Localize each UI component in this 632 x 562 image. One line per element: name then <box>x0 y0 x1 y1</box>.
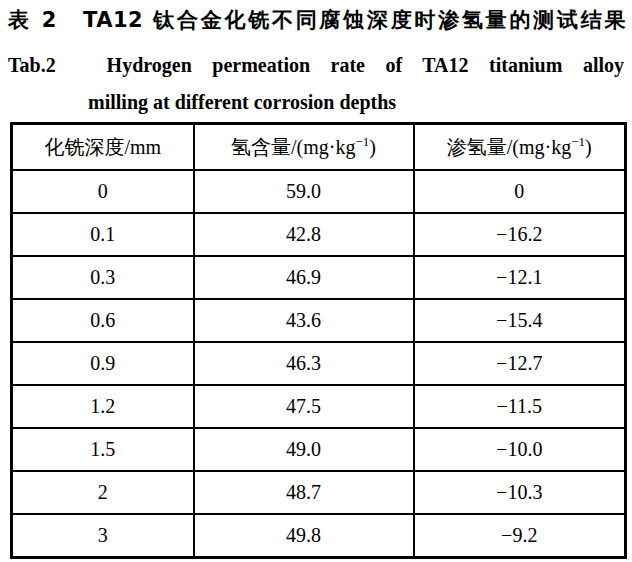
table-cell: 0 <box>12 170 194 213</box>
table-row: 0.1 42.8 −16.2 <box>12 213 626 256</box>
table-cell: 48.7 <box>194 471 414 514</box>
table-cell: 2 <box>12 471 194 514</box>
table-cell: 49.8 <box>194 514 414 558</box>
column-header-hydrogen-content: 氢含量/(mg·kg−1) <box>194 124 414 171</box>
table-cell: −15.4 <box>414 299 626 342</box>
table-row: 0.3 46.9 −12.1 <box>12 256 626 299</box>
table-row: 3 49.8 −9.2 <box>12 514 626 558</box>
table-cell: 59.0 <box>194 170 414 213</box>
table-row: 0.6 43.6 −15.4 <box>12 299 626 342</box>
paper-table-page: 表 2 TA12 钛合金化铣不同腐蚀深度时渗氢量的测试结果 Tab.2 Hydr… <box>0 0 632 562</box>
table-cell: 49.0 <box>194 428 414 471</box>
table-cell: 42.8 <box>194 213 414 256</box>
table-row: 0.9 46.3 −12.7 <box>12 342 626 385</box>
table-cell: −10.0 <box>414 428 626 471</box>
column-header-permeation: 渗氢量/(mg·kg−1) <box>414 124 626 171</box>
header-superscript: −1 <box>571 134 585 149</box>
table-row: 2 48.7 −10.3 <box>12 471 626 514</box>
header-text: ) <box>585 136 592 158</box>
table-cell: 3 <box>12 514 194 558</box>
table-cell: −11.5 <box>414 385 626 428</box>
table-cell: −9.2 <box>414 514 626 558</box>
table-cell: 46.9 <box>194 256 414 299</box>
table-cell: 43.6 <box>194 299 414 342</box>
table-caption-chinese: 表 2 TA12 钛合金化铣不同腐蚀深度时渗氢量的测试结果 <box>8 5 626 35</box>
table-cell: −12.7 <box>414 342 626 385</box>
table-cell: −10.3 <box>414 471 626 514</box>
table-cell: −16.2 <box>414 213 626 256</box>
data-table: 化铣深度/mm 氢含量/(mg·kg−1) 渗氢量/(mg·kg−1) 0 59… <box>10 122 627 559</box>
table-cell: 1.2 <box>12 385 194 428</box>
table-cell: 0 <box>414 170 626 213</box>
table-cell: −12.1 <box>414 256 626 299</box>
column-header-depth: 化铣深度/mm <box>12 124 194 171</box>
header-text: 化铣深度/mm <box>44 136 161 158</box>
table-row: 1.5 49.0 −10.0 <box>12 428 626 471</box>
table-cell: 47.5 <box>194 385 414 428</box>
table-header-row: 化铣深度/mm 氢含量/(mg·kg−1) 渗氢量/(mg·kg−1) <box>12 124 626 171</box>
table-cell: 1.5 <box>12 428 194 471</box>
table-cell: 0.3 <box>12 256 194 299</box>
header-superscript: −1 <box>355 134 369 149</box>
table-row: 0 59.0 0 <box>12 170 626 213</box>
header-text: 渗氢量/(mg·kg <box>447 136 571 158</box>
table-cell: 0.1 <box>12 213 194 256</box>
table-caption-english-line1: Tab.2 Hydrogen permeation rate of TA12 t… <box>8 52 624 78</box>
table-cell: 0.9 <box>12 342 194 385</box>
header-text: ) <box>369 136 376 158</box>
table-caption-english-line2: milling at different corrosion depths <box>88 89 632 115</box>
table-cell: 46.3 <box>194 342 414 385</box>
table-row: 1.2 47.5 −11.5 <box>12 385 626 428</box>
header-text: 氢含量/(mg·kg <box>231 136 355 158</box>
table-cell: 0.6 <box>12 299 194 342</box>
